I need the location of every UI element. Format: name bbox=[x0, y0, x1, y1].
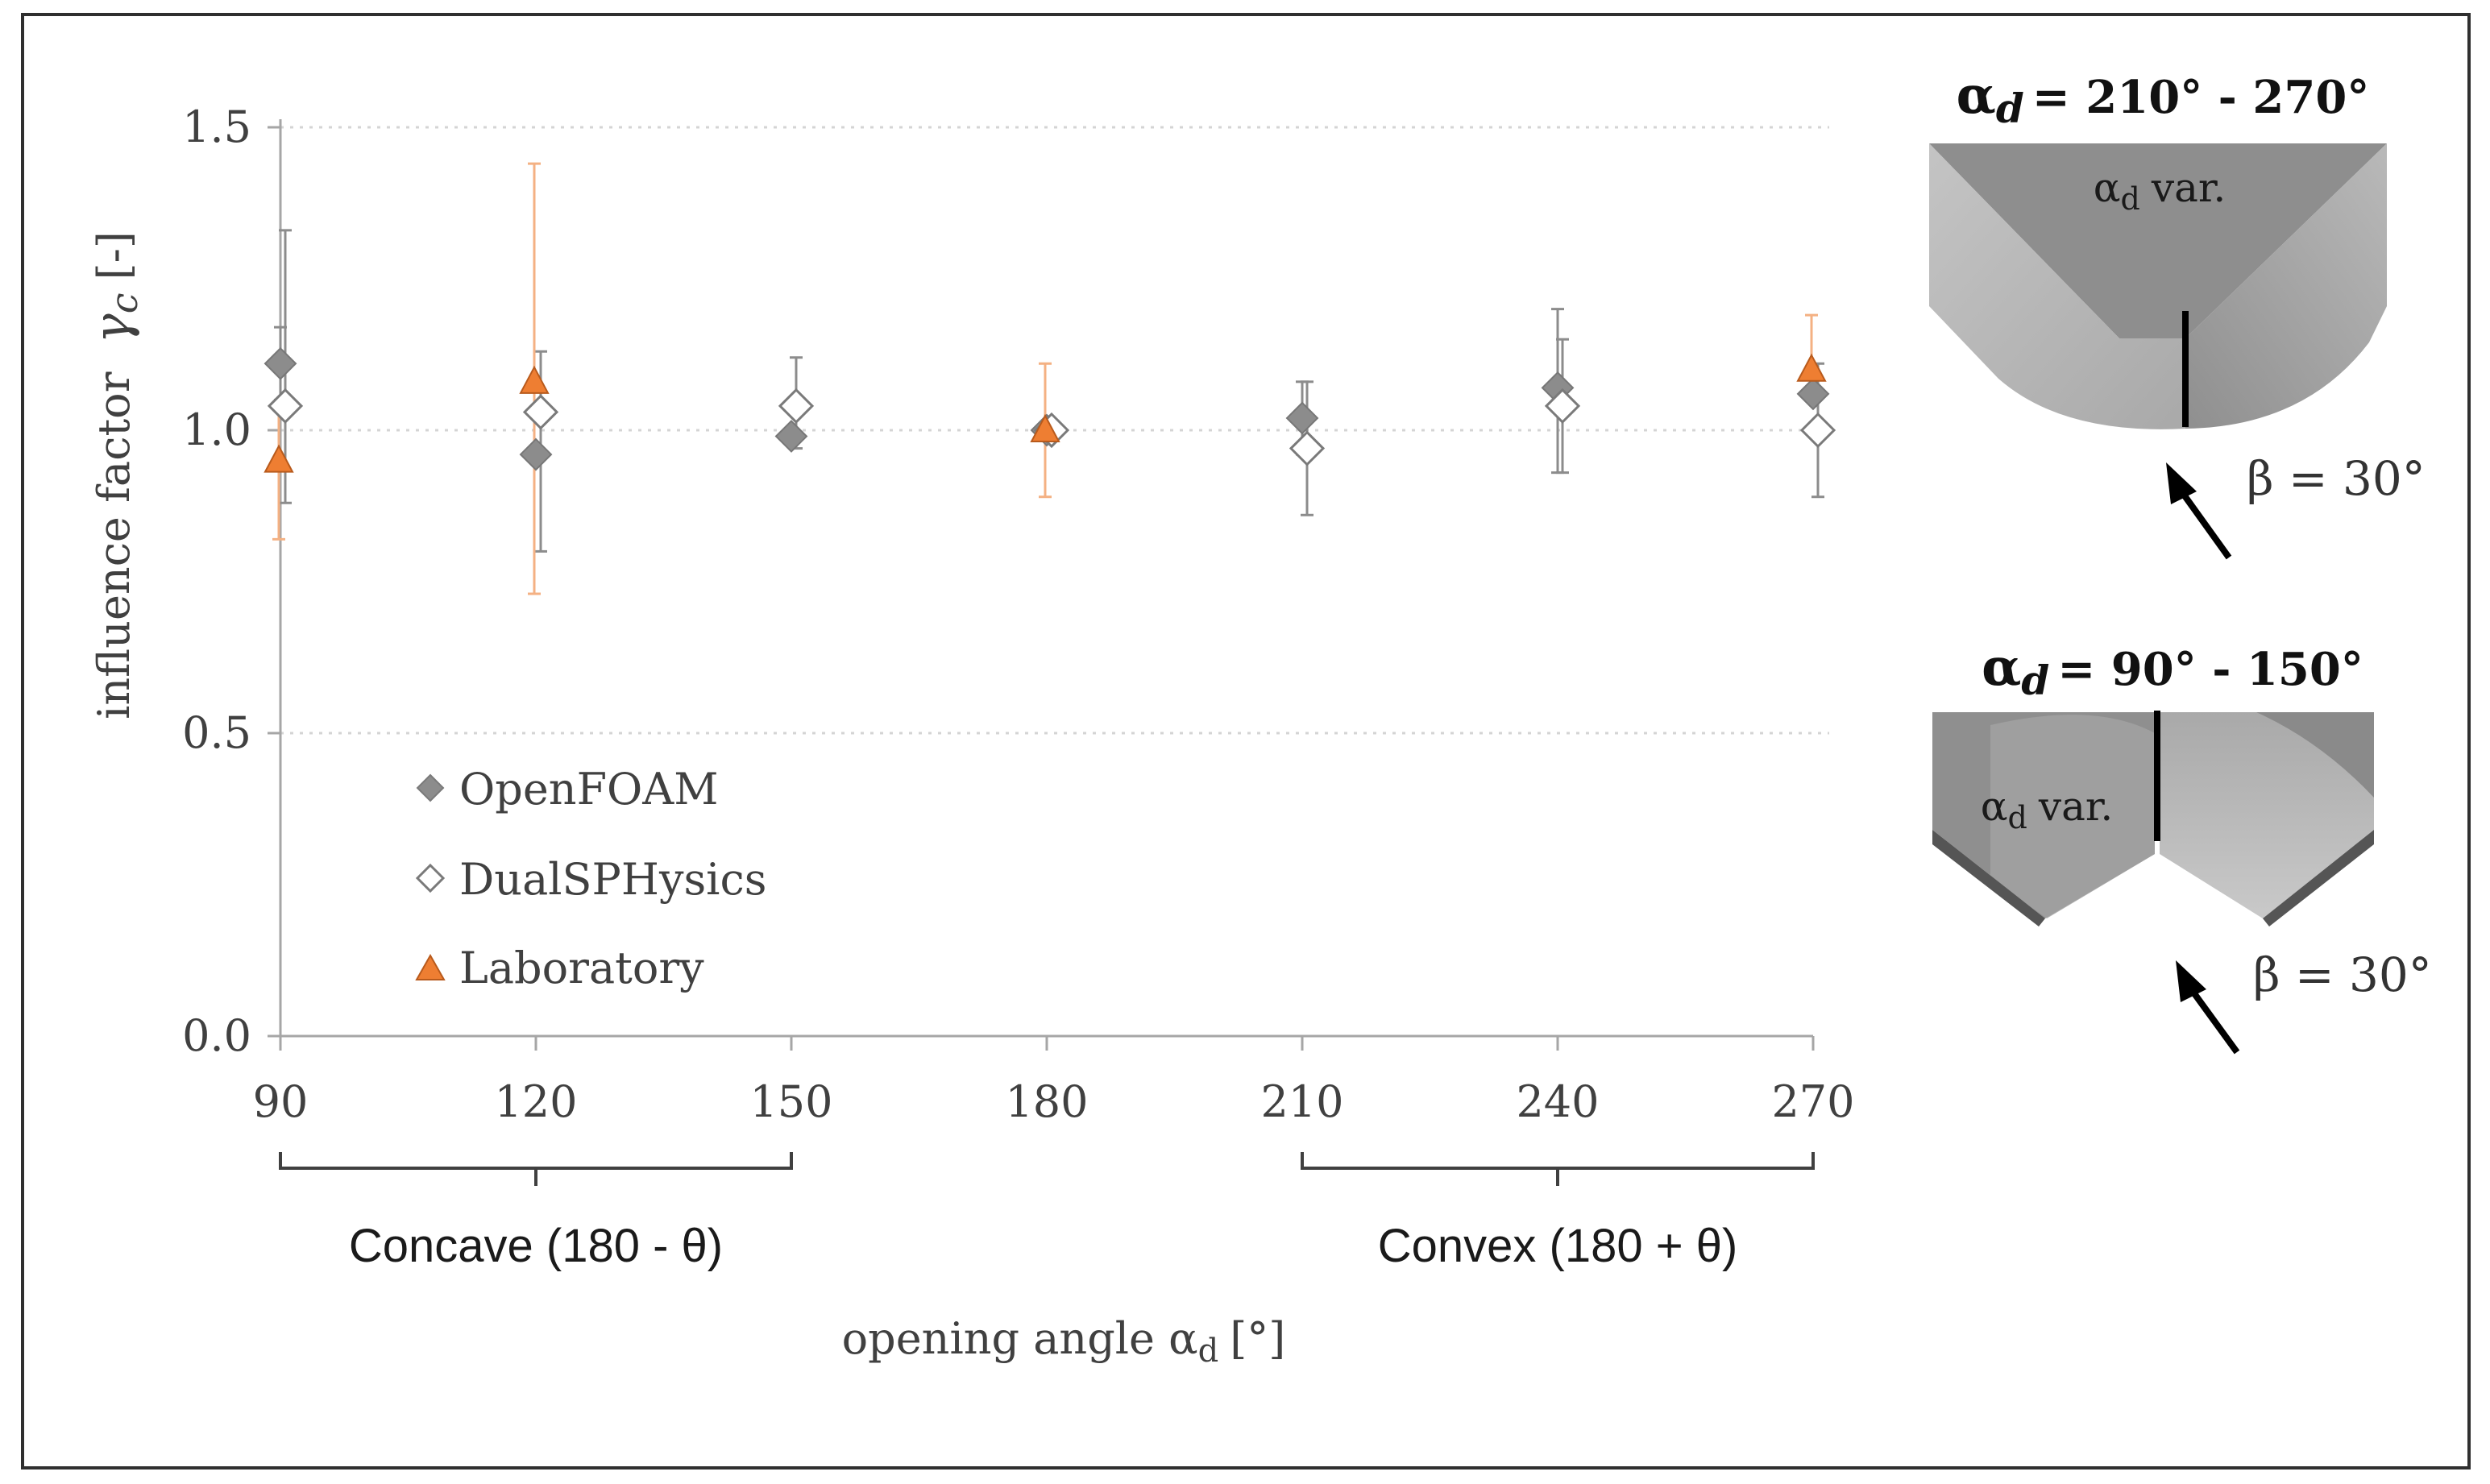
y-tick-label: 0.5 bbox=[182, 707, 251, 758]
legend-laboratory-label: Laboratory bbox=[459, 943, 704, 993]
inset-concave-inner-text: var. bbox=[2038, 783, 2113, 830]
axes bbox=[268, 119, 1815, 1051]
inset-convex-beta: β = 30° bbox=[2247, 451, 2426, 506]
legend-dualsphysics-label: DualSPHysics bbox=[459, 854, 766, 905]
inset-convex-title-sub: d bbox=[1996, 85, 2024, 132]
inset-concave-inner-sub: d bbox=[2008, 800, 2027, 835]
inset-concave-title-sub: d bbox=[2021, 657, 2049, 704]
point-openfoam bbox=[1285, 401, 1319, 435]
point-openfoam bbox=[774, 420, 808, 453]
y-axis-label-sub: c bbox=[102, 292, 146, 313]
y-axis-label-text: influence factor bbox=[89, 371, 139, 719]
point-dualsphysics bbox=[1289, 430, 1326, 466]
inset-convex-right-face bbox=[2185, 143, 2387, 429]
point-laboratory bbox=[1796, 353, 1827, 382]
y-tick-label: 1.0 bbox=[182, 404, 251, 455]
inset-concave-left-edge bbox=[1932, 830, 2045, 926]
point-dualsphysics bbox=[267, 388, 304, 425]
point-laboratory bbox=[1030, 413, 1060, 442]
y-tick-label: 0.0 bbox=[182, 1010, 251, 1061]
inset-convex-title-range: = 210° - 270° bbox=[2032, 71, 2369, 124]
inset-convex-arrowhead bbox=[2166, 462, 2197, 504]
error-bars bbox=[272, 162, 1824, 595]
x-tick-label: 90 bbox=[253, 1076, 309, 1127]
inset-convex-inner-label: αd var. bbox=[2094, 164, 2226, 217]
y-tick-label: 1.5 bbox=[182, 102, 251, 152]
data-points bbox=[264, 346, 1836, 473]
x-tick-label: 210 bbox=[1260, 1076, 1343, 1127]
inset-concave-title-range: = 90° - 150° bbox=[2057, 643, 2363, 696]
x-axis-label: opening angle αd [°] bbox=[842, 1313, 1286, 1370]
inset-concave-inner-label: αd var. bbox=[1981, 783, 2113, 835]
inset-convex-inner-text: var. bbox=[2151, 164, 2226, 211]
x-tick-label: 150 bbox=[749, 1076, 832, 1127]
x-axis-label-unit: [°] bbox=[1230, 1313, 1285, 1364]
inset-concave-title-symbol: α bbox=[1982, 637, 2021, 698]
inset-convex-left-face bbox=[1929, 143, 2185, 429]
inset-concave-right-top bbox=[2256, 712, 2374, 798]
concave-bracket bbox=[279, 1152, 793, 1186]
x-tick-label: 120 bbox=[494, 1076, 577, 1127]
inset-concave-title: αd = 90° - 150° bbox=[1982, 637, 2363, 704]
point-laboratory bbox=[264, 444, 294, 473]
convex-bracket bbox=[1301, 1152, 1815, 1186]
x-tick-label: 180 bbox=[1005, 1076, 1088, 1127]
legend-laboratory-marker bbox=[415, 953, 446, 980]
inset-concave-right-face bbox=[2160, 712, 2374, 918]
inset-concave-inner-symbol: α bbox=[1981, 783, 2008, 830]
point-dualsphysics bbox=[522, 394, 559, 430]
x-tick-label: 240 bbox=[1516, 1076, 1599, 1127]
y-axis-label-unit: [-] bbox=[89, 231, 139, 280]
convex-label: Convex (180 + θ) bbox=[1378, 1220, 1738, 1272]
inset-concave: αd = 90° - 150° αd var. β = 30° bbox=[1932, 637, 2432, 1055]
point-dualsphysics bbox=[778, 388, 815, 425]
legend-openfoam-label: OpenFOAM bbox=[459, 764, 719, 815]
inset-concave-left-shade bbox=[1990, 715, 2155, 918]
x-tick-label: 270 bbox=[1771, 1076, 1854, 1127]
concave-label: Concave (180 - θ) bbox=[349, 1220, 723, 1272]
point-laboratory bbox=[519, 365, 550, 394]
inset-convex-title: αd = 210° - 270° bbox=[1957, 65, 2370, 132]
y-axis-label: influence factor γc [-] bbox=[82, 231, 146, 719]
inset-convex-inner-symbol: α bbox=[2094, 164, 2121, 211]
inset-convex-inner-sub: d bbox=[2121, 181, 2140, 217]
inset-convex-title-symbol: α bbox=[1957, 65, 1996, 126]
inset-convex: αd = 210° - 270° αd var. bbox=[1929, 65, 2426, 560]
point-openfoam bbox=[519, 437, 553, 471]
y-axis-label-symbol: γ bbox=[82, 313, 141, 343]
x-axis-label-text: opening angle α bbox=[842, 1313, 1198, 1364]
point-openfoam bbox=[264, 346, 297, 380]
inset-concave-arrowhead bbox=[2176, 960, 2206, 1002]
inset-convex-top-face bbox=[1929, 143, 2387, 338]
point-dualsphysics bbox=[1799, 412, 1836, 449]
legend: OpenFOAM DualSPHysics Laboratory bbox=[415, 764, 766, 993]
point-openfoam bbox=[1796, 377, 1830, 411]
inset-concave-beta: β = 30° bbox=[2253, 947, 2432, 1002]
inset-concave-right-edge bbox=[2263, 830, 2374, 926]
legend-openfoam-marker bbox=[416, 773, 445, 802]
x-axis-label-sub: d bbox=[1198, 1333, 1219, 1370]
point-dualsphysics bbox=[1544, 388, 1581, 425]
tick-labels: 0.0 0.5 1.0 1.5 90 120 150 180 210 240 270 bbox=[182, 102, 1854, 1127]
legend-dualsphysics-marker bbox=[415, 863, 446, 893]
